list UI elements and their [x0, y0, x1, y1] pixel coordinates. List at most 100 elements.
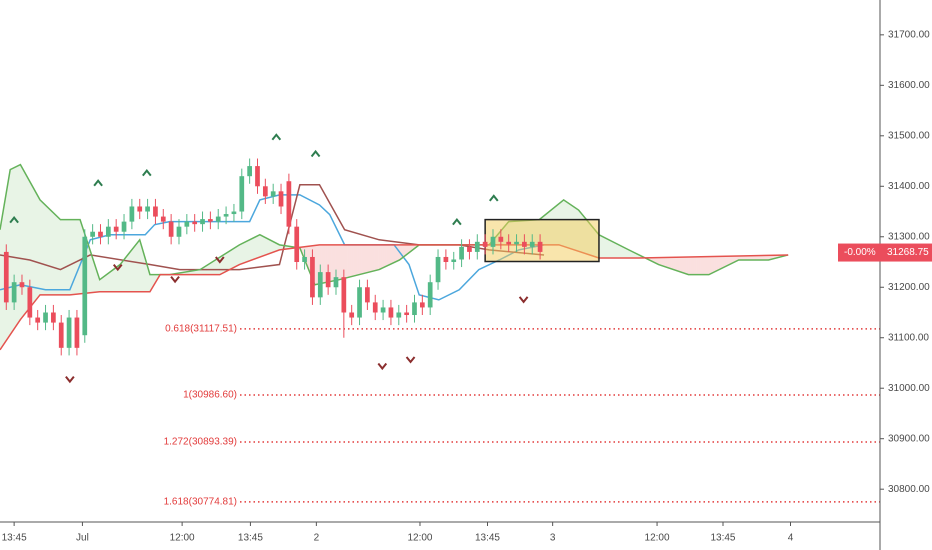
candle-body — [529, 241, 535, 247]
candle-body — [160, 216, 166, 222]
y-tick-label: 31600.00 — [888, 80, 930, 91]
up-marker — [310, 149, 321, 158]
candle-body — [74, 317, 80, 348]
cloud-slice — [62, 219, 65, 295]
cloud-slice — [227, 251, 230, 271]
cloud-slice — [45, 204, 48, 295]
cloud-slice — [223, 253, 226, 273]
cloud-slice — [608, 239, 611, 258]
cloud-slice — [107, 272, 110, 292]
cloud-slice — [716, 256, 719, 271]
cloud-slice — [359, 244, 362, 275]
x-tick-label: 13:45 — [475, 533, 500, 544]
cloud-slice — [733, 256, 736, 263]
fib-label: 1(30986.60) — [183, 390, 237, 401]
cloud-slice — [261, 235, 263, 257]
cloud-slice — [741, 255, 744, 260]
cloud-slice — [241, 242, 244, 264]
candle-body — [372, 302, 378, 313]
candle-body — [419, 302, 425, 308]
cloud-slice — [74, 219, 77, 295]
cloud-slice — [679, 257, 681, 273]
cloud-slice — [667, 257, 670, 269]
cloud-slice — [629, 250, 632, 258]
last-price: 31268.75 — [887, 247, 929, 258]
cloud-slice — [90, 250, 93, 293]
cloud-slice — [27, 177, 30, 311]
cloud-slice — [233, 247, 236, 268]
cloud-slice — [255, 236, 258, 259]
candle-body — [262, 186, 268, 197]
x-tick-label: 2 — [314, 533, 320, 544]
cloud-slice — [253, 237, 256, 260]
cloud-slice — [732, 256, 734, 264]
cloud-slice — [1, 206, 4, 347]
fib-label: 1.618(30774.81) — [164, 497, 237, 508]
cloud-slice — [700, 256, 703, 275]
cloud-slice — [0, 218, 2, 350]
cloud-slice — [29, 180, 32, 309]
up-marker — [142, 169, 152, 177]
cloud-slice — [15, 165, 18, 327]
cloud-slice — [759, 255, 762, 260]
candle-body — [113, 226, 119, 232]
cloud-slice — [145, 258, 148, 292]
cloud-slice — [378, 244, 381, 270]
candle-body — [145, 206, 150, 212]
candle-body — [451, 259, 457, 263]
cloud-slice — [690, 256, 693, 275]
cloud-slice — [363, 244, 366, 274]
cloud-slice — [127, 252, 130, 292]
candle-body — [537, 241, 543, 252]
cloud-slice — [143, 251, 146, 292]
candle-body — [208, 219, 213, 222]
candle-body — [270, 191, 276, 197]
candle-body — [412, 302, 417, 316]
candle-body — [427, 282, 433, 308]
y-tick-label: 31700.00 — [888, 29, 930, 40]
cloud-slice — [72, 219, 75, 295]
cloud-slice — [728, 256, 731, 266]
cloud-slice — [747, 255, 750, 260]
last-change: -0.00% — [844, 247, 876, 258]
cloud-slice — [280, 245, 283, 250]
cloud-slice — [198, 269, 201, 275]
cloud-slice — [262, 236, 265, 256]
cloud-slice — [631, 251, 634, 258]
cloud-slice — [765, 255, 768, 260]
indicator-line — [0, 194, 545, 301]
candle-body — [66, 317, 72, 348]
plot: 0.618(31117.51) 1(30986.60) 1.272(30893.39… — [0, 133, 880, 508]
cloud-slice — [245, 240, 248, 263]
y-tick-label: 31200.00 — [888, 282, 930, 293]
cloud-slice — [51, 210, 53, 295]
cloud-slice — [404, 244, 407, 257]
cloud-slice — [259, 235, 262, 258]
cloud-slice — [372, 244, 375, 272]
y-tick-label: 31300.00 — [888, 231, 930, 242]
candle-body — [11, 282, 17, 303]
candle-body — [121, 221, 127, 232]
cloud-slice — [706, 256, 709, 275]
cloud-slice — [78, 219, 81, 294]
candle-body — [333, 277, 339, 288]
cloud-slice — [149, 271, 152, 292]
candle-body — [286, 181, 292, 227]
cloud-slice — [382, 244, 385, 268]
cloud-slice — [614, 242, 617, 258]
cloud-slice — [94, 262, 97, 293]
cloud-slice — [272, 241, 275, 253]
cloud-slice — [47, 206, 50, 295]
cloud-slice — [60, 219, 63, 295]
candle-body — [388, 307, 394, 318]
cloud-slice — [315, 245, 318, 285]
cloud-slice — [692, 256, 695, 275]
cloud-slice — [80, 220, 83, 294]
cloud-slice — [19, 164, 22, 321]
cloud-slice — [109, 270, 112, 292]
cloud-slice — [628, 249, 630, 258]
cloud-slice — [211, 260, 214, 275]
x-tick-label: 12:00 — [170, 533, 195, 544]
cloud-slice — [68, 219, 71, 295]
cloud-slice — [308, 246, 311, 274]
